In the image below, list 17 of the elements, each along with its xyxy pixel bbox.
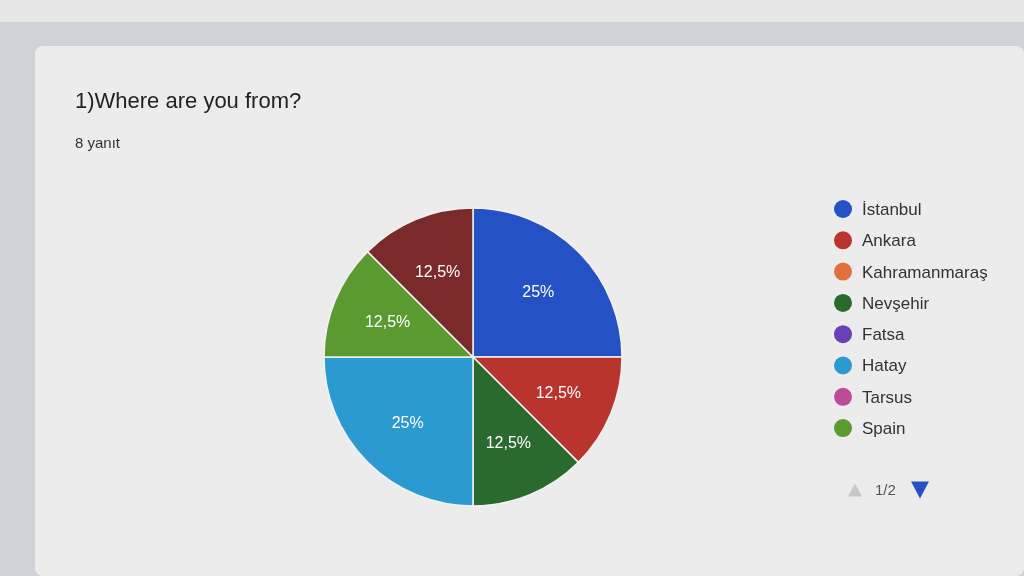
legend-label: Tarsus (862, 387, 913, 407)
data-label: 25% (522, 283, 555, 301)
text: 1/2 (875, 480, 896, 498)
legend-label: Spain (862, 419, 906, 439)
chart-title: 1)Where are you from? (75, 87, 302, 113)
data-label: 12,5% (364, 313, 411, 331)
data-label: 12,5% (535, 383, 582, 401)
legend-label: Kahramanmaraş (862, 262, 988, 282)
legend-label: Fatsa (862, 325, 906, 345)
legend-label: Ankara (862, 231, 917, 251)
text: 8 yanıt (75, 134, 121, 152)
data-label: 12,5% (414, 263, 461, 281)
legend-label: İstanbul (862, 199, 922, 219)
data-label: 12,5% (485, 433, 532, 451)
legend-label: Hatay (862, 356, 907, 376)
legend-label: Nevşehir (862, 293, 930, 313)
data-label: 25% (391, 413, 424, 431)
